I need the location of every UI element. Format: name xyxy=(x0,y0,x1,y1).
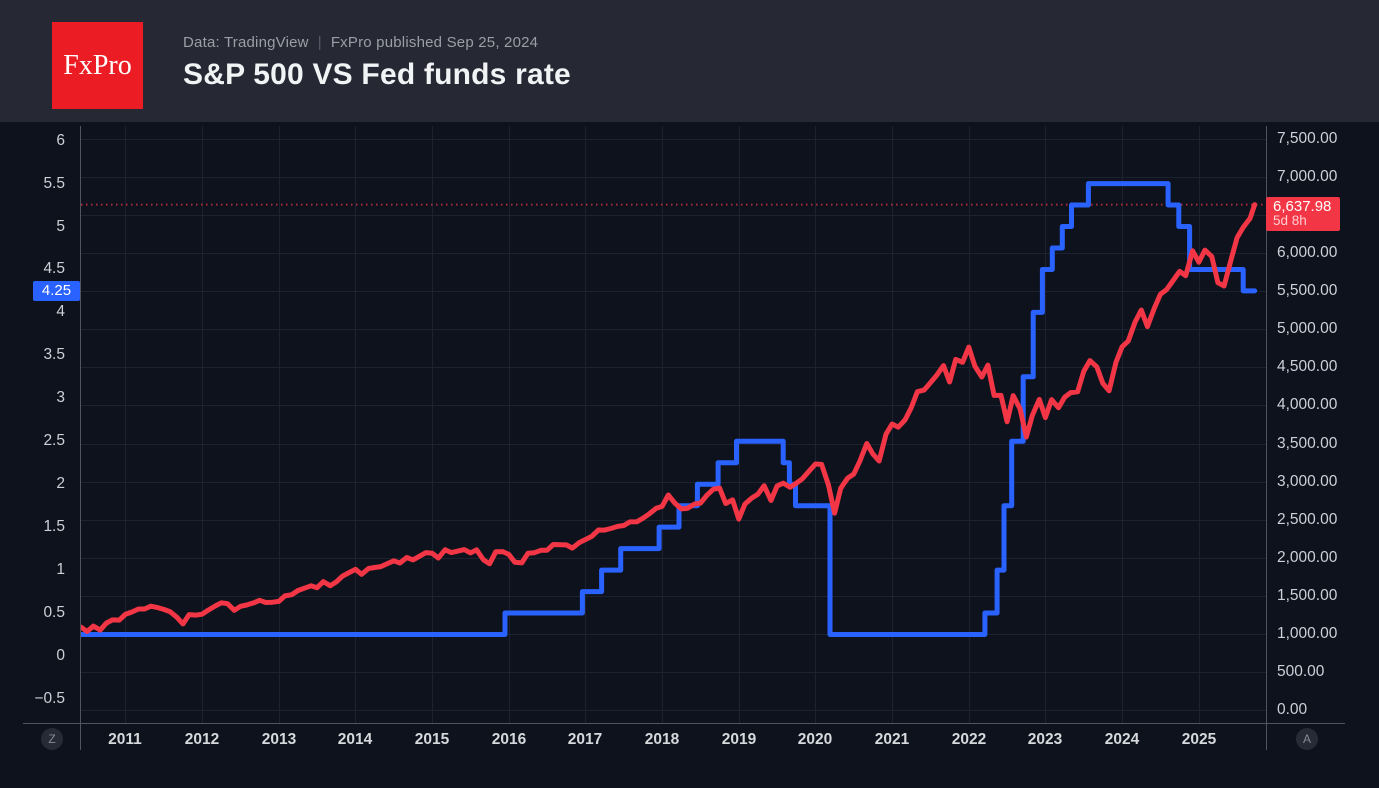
fxpro-logo-text: FxPro xyxy=(63,49,132,81)
z-marker-label: Z xyxy=(48,732,56,746)
separator-bar: | xyxy=(317,34,322,51)
published-label: FxPro published Sep 25, 2024 xyxy=(330,34,539,51)
sp500-last-price: 6,637.98 xyxy=(1273,198,1332,215)
gridlines xyxy=(81,126,1267,723)
header: FxPro Data: TradingView | FxPro published … xyxy=(0,0,1379,122)
s-p-500-line xyxy=(81,202,1258,634)
chart-canvas[interactable]: 6 5.5 5 4.5 4 3.5 3 2.5 2 1.5 1 0.5 0 −0.5 7,500.00 7,… xyxy=(0,122,1379,788)
candle-close-countdown: 5d 8h xyxy=(1273,213,1307,228)
source-line: Data: TradingView | FxPro published Sep 25… xyxy=(183,34,571,51)
fxpro-logo: FxPro xyxy=(52,22,143,109)
axis-frame xyxy=(23,126,1345,750)
fed-funds-rate-line xyxy=(81,181,1258,637)
fed-funds-last-value-badge: 4.25 xyxy=(33,281,80,301)
page-title: S&P 500 VS Fed funds rate xyxy=(183,58,571,91)
z-marker-button[interactable]: Z xyxy=(41,728,63,750)
a-marker-label: A xyxy=(1302,732,1311,746)
sp500-last-value-badge: 6,637.98 5d 8h xyxy=(1266,197,1340,231)
header-text: Data: TradingView | FxPro published Sep 25… xyxy=(183,0,571,124)
a-marker-button[interactable]: A xyxy=(1296,728,1318,750)
data-source-label: Data: TradingView xyxy=(183,34,309,51)
